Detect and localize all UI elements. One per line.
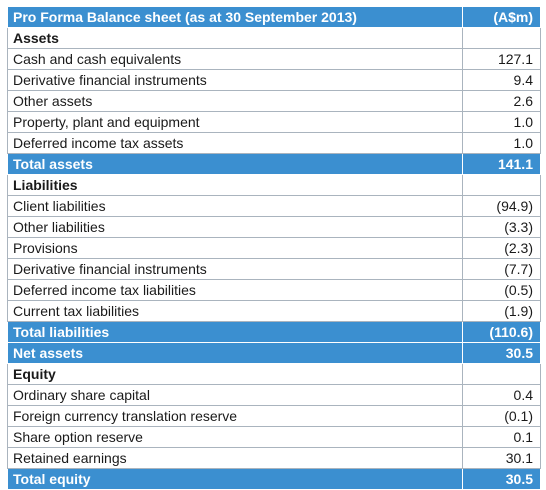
total-value: 30.5 — [462, 342, 541, 364]
unit-label: (A$m) — [462, 6, 541, 28]
row-value: (0.5) — [462, 279, 541, 301]
row-value: (94.9) — [462, 195, 541, 217]
table-title: Pro Forma Balance sheet (as at 30 Septem… — [7, 6, 463, 28]
table-header-row: Pro Forma Balance sheet (as at 30 Septem… — [7, 6, 541, 28]
table-row: Foreign currency translation reserve (0.… — [7, 405, 541, 427]
row-label: Other liabilities — [7, 216, 463, 238]
row-value: (1.9) — [462, 300, 541, 322]
row-label: Current tax liabilities — [7, 300, 463, 322]
balance-sheet-table: Pro Forma Balance sheet (as at 30 Septem… — [7, 6, 541, 490]
table-row: Other liabilities (3.3) — [7, 216, 541, 238]
row-label: Share option reserve — [7, 426, 463, 448]
table-row: Derivative financial instruments (7.7) — [7, 258, 541, 280]
row-value: 9.4 — [462, 69, 541, 91]
row-label: Client liabilities — [7, 195, 463, 217]
empty-cell — [462, 363, 541, 385]
empty-cell — [462, 174, 541, 196]
row-label: Derivative financial instruments — [7, 258, 463, 280]
empty-cell — [462, 27, 541, 49]
table-row: Deferred income tax liabilities (0.5) — [7, 279, 541, 301]
table-row: Cash and cash equivalents 127.1 — [7, 48, 541, 70]
table-row: Property, plant and equipment 1.0 — [7, 111, 541, 133]
total-value: 30.5 — [462, 468, 541, 490]
total-equity-row: Total equity 30.5 — [7, 468, 541, 490]
row-label: Ordinary share capital — [7, 384, 463, 406]
row-label: Derivative financial instruments — [7, 69, 463, 91]
row-value: (7.7) — [462, 258, 541, 280]
section-heading-liabilities: Liabilities — [7, 174, 541, 196]
total-label: Total liabilities — [7, 321, 463, 343]
row-label: Deferred income tax liabilities — [7, 279, 463, 301]
total-label: Total assets — [7, 153, 463, 175]
total-assets-row: Total assets 141.1 — [7, 153, 541, 175]
row-label: Other assets — [7, 90, 463, 112]
table-row: Current tax liabilities (1.9) — [7, 300, 541, 322]
total-label: Total equity — [7, 468, 463, 490]
row-value: 2.6 — [462, 90, 541, 112]
row-value: (2.3) — [462, 237, 541, 259]
row-value: (3.3) — [462, 216, 541, 238]
section-heading-assets: Assets — [7, 27, 541, 49]
total-liabilities-row: Total liabilities (110.6) — [7, 321, 541, 343]
section-heading-equity: Equity — [7, 363, 541, 385]
section-title: Assets — [7, 27, 463, 49]
net-assets-row: Net assets 30.5 — [7, 342, 541, 364]
total-value: (110.6) — [462, 321, 541, 343]
row-value: 127.1 — [462, 48, 541, 70]
row-value: 0.4 — [462, 384, 541, 406]
row-label: Deferred income tax assets — [7, 132, 463, 154]
table-row: Ordinary share capital 0.4 — [7, 384, 541, 406]
total-label: Net assets — [7, 342, 463, 364]
row-value: 1.0 — [462, 111, 541, 133]
table-row: Client liabilities (94.9) — [7, 195, 541, 217]
table-row: Derivative financial instruments 9.4 — [7, 69, 541, 91]
row-label: Retained earnings — [7, 447, 463, 469]
row-label: Cash and cash equivalents — [7, 48, 463, 70]
row-value: 0.1 — [462, 426, 541, 448]
section-title: Equity — [7, 363, 463, 385]
row-value: 1.0 — [462, 132, 541, 154]
section-title: Liabilities — [7, 174, 463, 196]
table-row: Provisions (2.3) — [7, 237, 541, 259]
table-row: Share option reserve 0.1 — [7, 426, 541, 448]
table-row: Other assets 2.6 — [7, 90, 541, 112]
row-label: Property, plant and equipment — [7, 111, 463, 133]
balance-sheet: Pro Forma Balance sheet (as at 30 Septem… — [7, 6, 541, 490]
row-label: Provisions — [7, 237, 463, 259]
total-value: 141.1 — [462, 153, 541, 175]
row-value: 30.1 — [462, 447, 541, 469]
table-row: Retained earnings 30.1 — [7, 447, 541, 469]
row-label: Foreign currency translation reserve — [7, 405, 463, 427]
row-value: (0.1) — [462, 405, 541, 427]
table-row: Deferred income tax assets 1.0 — [7, 132, 541, 154]
